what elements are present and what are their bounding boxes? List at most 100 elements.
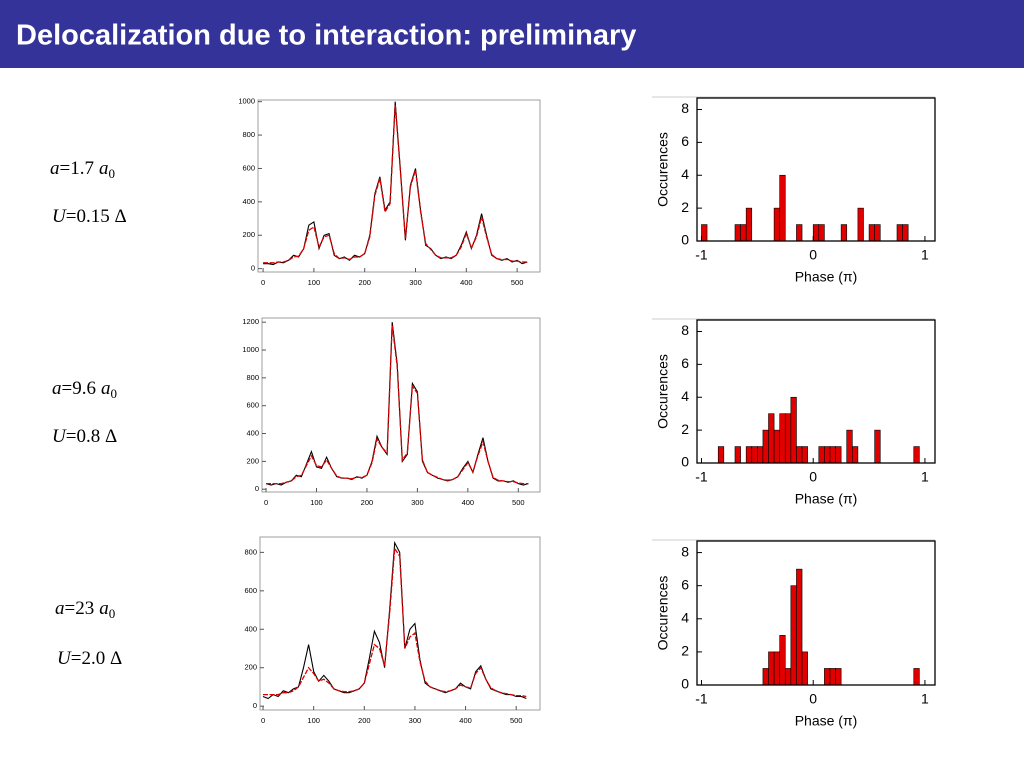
y-tick-label: 4 [681, 388, 689, 404]
y-tick-label: 2 [681, 199, 689, 215]
histogram-bar [779, 635, 786, 686]
x-tick-label: 300 [409, 716, 422, 725]
histogram-bar [784, 668, 792, 686]
y-tick-label: 4 [681, 609, 689, 625]
param-value: =0.15 Δ [66, 206, 127, 227]
param-value: =9.6 [62, 378, 96, 399]
histogram-bar [874, 224, 881, 242]
spectrum-line [263, 546, 527, 698]
x-axis-label: Phase (π) [795, 491, 858, 507]
slide-title: Delocalization due to interaction: preli… [16, 20, 636, 52]
y-tick-label: 6 [681, 133, 689, 149]
y-tick-label: 8 [681, 100, 689, 116]
histogram-bar [801, 446, 808, 464]
y-tick-label: 600 [246, 401, 259, 410]
param-value: =2.0 Δ [71, 648, 122, 669]
x-tick-label: 0 [264, 498, 268, 507]
y-axis-label: Occurences [655, 354, 671, 429]
symbol: U [57, 648, 72, 669]
symbol: U [52, 426, 67, 447]
histogram-bar [840, 224, 848, 242]
x-tick-label: 100 [310, 498, 323, 507]
histogram-bar [796, 446, 803, 464]
x-tick-label: 0 [809, 469, 817, 485]
histogram-bar [913, 668, 920, 686]
histogram-bar [818, 224, 825, 242]
x-tick-label: 1 [921, 469, 929, 485]
x-tick-label: 0 [261, 278, 265, 287]
histogram-bar [796, 224, 803, 242]
y-tick-label: 0 [681, 454, 689, 470]
symbol: a [99, 598, 109, 619]
histogram-bar [773, 429, 780, 464]
histogram-bar [773, 651, 780, 686]
y-tick-label: 600 [242, 163, 255, 172]
histogram-bar [835, 668, 842, 686]
histogram-bar [768, 651, 775, 686]
histogram-bar [790, 396, 797, 464]
y-axis-label: Occurences [655, 576, 671, 651]
x-tick-label: 300 [409, 278, 422, 287]
y-tick-label: 400 [246, 429, 259, 438]
y-tick-label: 1000 [238, 97, 255, 106]
plot-frame [696, 97, 936, 242]
histogram-bar [734, 224, 741, 242]
symbol: U [52, 206, 67, 227]
y-tick-label: 2 [681, 643, 689, 659]
y-tick-label: 2 [681, 421, 689, 437]
x-tick-label: 0 [261, 716, 265, 725]
param-a: a=1.7 a0 [50, 158, 115, 181]
y-tick-label: 800 [244, 547, 257, 556]
subscript: 0 [109, 606, 116, 621]
y-tick-label: 1000 [242, 345, 259, 354]
x-tick-label: 0 [809, 691, 817, 707]
histogram-bar [835, 446, 842, 464]
y-tick-label: 8 [681, 543, 689, 559]
param-u: U=2.0 Δ [57, 648, 122, 669]
x-tick-label: 1 [921, 691, 929, 707]
x-tick-label: 500 [510, 716, 523, 725]
histogram-bar [812, 224, 820, 242]
y-tick-label: 800 [242, 130, 255, 139]
y-tick-label: 0 [681, 232, 689, 248]
y-tick-label: 600 [244, 586, 257, 595]
param-a: a=9.6 a0 [52, 378, 117, 401]
y-tick-label: 0 [253, 701, 257, 710]
histogram-bar [896, 224, 903, 242]
y-tick-label: 200 [246, 456, 259, 465]
param-a: a=23 a0 [55, 598, 115, 621]
histogram-bar [818, 446, 825, 464]
x-tick-label: 500 [512, 498, 525, 507]
param-u: U=0.8 Δ [52, 426, 117, 447]
y-tick-label: 8 [681, 322, 689, 338]
histogram-bar [762, 668, 769, 686]
y-tick-label: 1200 [242, 317, 259, 326]
x-tick-label: 200 [358, 716, 371, 725]
symbol: a [55, 598, 65, 619]
param-value: =23 [65, 598, 95, 619]
y-tick-label: 6 [681, 576, 689, 592]
histogram-bar [734, 446, 741, 464]
symbol: a [52, 378, 62, 399]
histogram-bar [762, 429, 769, 464]
histogram-bar [874, 429, 881, 464]
spectrum-line [263, 101, 528, 266]
plot-frame [696, 319, 936, 464]
y-tick-label: 0 [255, 484, 259, 493]
x-tick-label: -1 [695, 247, 708, 263]
x-tick-label: 1 [921, 247, 929, 263]
y-tick-label: 0 [681, 676, 689, 692]
plot-frame [257, 99, 541, 273]
histogram-bar [857, 207, 864, 242]
param-value: =0.8 Δ [66, 426, 117, 447]
y-tick-label: 200 [242, 230, 255, 239]
plot-frame [261, 317, 541, 493]
histogram-bar [768, 413, 775, 464]
plot-frame [696, 540, 936, 686]
histogram-bar [773, 207, 780, 242]
spectrum-line [262, 540, 527, 700]
symbol: a [101, 378, 111, 399]
histogram-bar [824, 446, 831, 464]
histogram-bar [779, 413, 786, 464]
